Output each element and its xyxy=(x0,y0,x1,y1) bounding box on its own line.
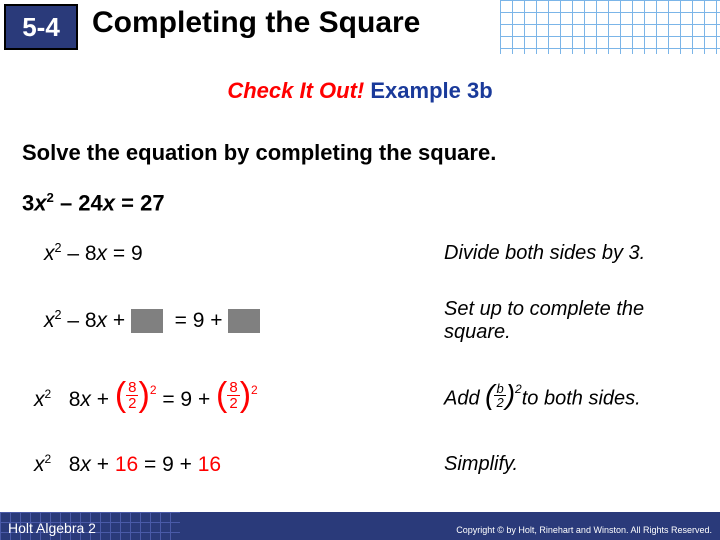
step-2-math: x2 – 8x + = 9 + xyxy=(44,308,260,333)
step-2: x2 – 8x + = 9 + Set up to complete the s… xyxy=(44,308,704,333)
step-3-explain: Add (b2)2to both sides. xyxy=(444,382,641,410)
step-3-math: x2 8x + (82)2 = 9 + (82)2 xyxy=(34,380,258,412)
check-blue-text: Example 3b xyxy=(364,78,492,103)
footer: Holt Algebra 2 Copyright © by Holt, Rine… xyxy=(0,512,720,540)
step-1-explain: Divide both sides by 3. xyxy=(444,242,645,265)
step-1: x2 – 8x = 9 Divide both sides by 3. xyxy=(44,241,704,266)
step-2-explain: Set up to complete the square. xyxy=(444,298,704,344)
step-4-explain: Simplify. xyxy=(444,453,518,476)
original-equation: 3x2 – 24x = 27 xyxy=(22,190,165,216)
chapter-number: 5-4 xyxy=(4,4,78,50)
step-1-math: x2 – 8x = 9 xyxy=(44,241,143,266)
instruction-text: Solve the equation by completing the squ… xyxy=(22,140,496,166)
footer-book: Holt Algebra 2 xyxy=(8,520,96,536)
step-4: x2 8x + 16 = 9 + 16 Simplify. xyxy=(44,452,704,477)
footer-copyright: Copyright © by Holt, Rinehart and Winsto… xyxy=(456,525,712,535)
step-4-math: x2 8x + 16 = 9 + 16 xyxy=(34,452,221,477)
check-red-text: Check It Out! xyxy=(227,78,364,103)
check-it-out-heading: Check It Out! Example 3b xyxy=(0,78,720,104)
header: 5-4 Completing the Square xyxy=(0,0,720,54)
step-3: x2 8x + (82)2 = 9 + (82)2 Add (b2)2to bo… xyxy=(44,380,704,412)
chapter-title: Completing the Square xyxy=(92,6,440,40)
